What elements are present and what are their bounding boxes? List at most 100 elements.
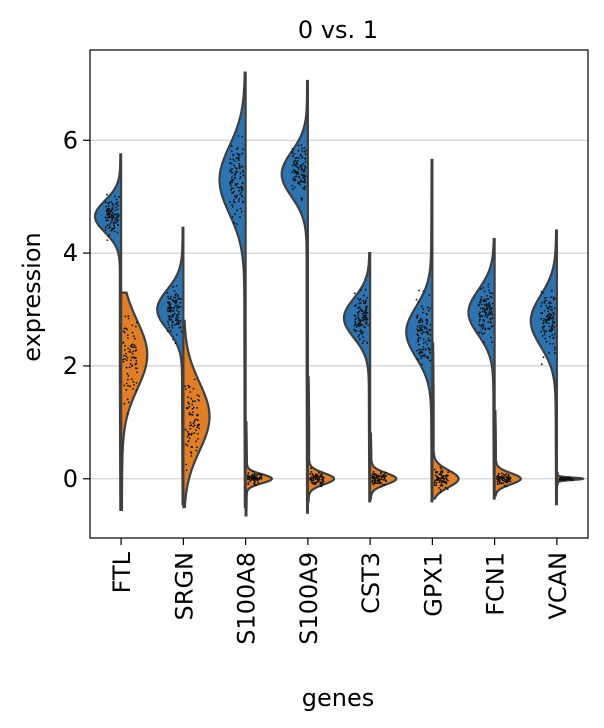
strip-point [304,181,306,184]
strip-point [429,307,431,310]
strip-point [552,317,555,320]
strip-point [294,175,296,178]
strip-point [551,328,553,331]
strip-point [479,300,482,303]
strip-point [131,343,134,346]
strip-point [134,346,137,349]
strip-point [374,478,377,481]
strip-point [176,313,178,316]
strip-point [548,352,550,354]
strip-point [540,363,543,366]
strip-point [195,429,197,432]
strip-point [300,198,303,201]
strip-point [433,468,436,471]
strip-point [117,214,120,217]
strip-point [304,179,306,182]
strip-point [127,378,129,381]
strip-point [428,294,431,296]
strip-point [310,467,313,470]
strip-point [242,174,245,177]
strip-point [563,478,566,480]
strip-point [423,354,426,357]
strip-point [126,336,129,339]
strip-point [235,157,238,160]
strip-point [198,395,200,398]
strip-point [238,189,241,192]
strip-point [376,482,379,484]
strip-point [312,479,314,482]
strip-point [353,292,356,295]
strip-point [484,328,487,331]
strip-point [167,315,170,318]
strip-point [237,156,240,158]
strip-point [301,180,303,183]
strip-point [295,175,298,178]
strip-point [129,362,132,365]
strip-point [487,305,490,308]
strip-point [230,184,232,187]
strip-points [104,134,574,493]
strip-point [136,371,138,374]
strip-point [540,301,543,304]
strip-point [479,307,482,310]
strip-point [366,318,369,321]
strip-point [444,477,446,480]
strip-point [361,316,364,319]
strip-point [124,344,127,347]
strip-point [296,171,299,174]
strip-point [192,387,195,390]
strip-point [176,307,179,309]
strip-point [190,397,193,400]
strip-point [478,331,480,334]
strip-point [487,313,490,316]
strip-point [239,216,241,219]
strip-point [357,302,360,305]
strip-point [483,298,486,301]
strip-point [230,168,232,171]
strip-point [313,475,316,478]
strip-point [421,355,424,358]
strip-point [190,413,193,416]
strip-point [300,163,303,166]
strip-point [496,475,498,478]
strip-point [319,474,322,477]
strip-point [427,333,429,335]
strip-point [358,334,361,337]
strip-point [134,325,137,328]
strip-point [295,156,298,159]
strip-point [489,336,492,339]
strip-point [489,304,492,307]
strip-point [486,308,489,311]
strip-point [361,331,364,334]
strip-point [125,352,127,355]
strip-point [422,348,425,351]
strip-point [238,164,241,167]
strip-point [168,306,171,309]
strip-point [364,313,367,316]
strip-point [192,406,195,409]
strip-point [433,484,436,487]
strip-point [117,215,120,218]
strip-point [422,338,425,341]
strip-point [174,294,177,297]
strip-point [300,165,303,168]
strip-point [192,422,195,425]
strip-point [233,174,236,176]
strip-point [131,364,133,367]
strip-point [358,324,360,327]
strip-point [543,302,546,304]
strip-point [380,471,382,474]
strip-point [540,317,543,320]
y-ticks: 0 2 4 6 [63,126,90,493]
strip-point [109,211,112,214]
strip-point [357,335,360,338]
strip-point [303,150,306,153]
strip-point [176,295,179,298]
strip-point [180,330,183,333]
strip-point [362,302,365,305]
strip-point [302,162,305,165]
strip-point [503,480,506,483]
strip-point [174,296,177,299]
strip-point [166,309,169,312]
strip-point [505,475,508,478]
